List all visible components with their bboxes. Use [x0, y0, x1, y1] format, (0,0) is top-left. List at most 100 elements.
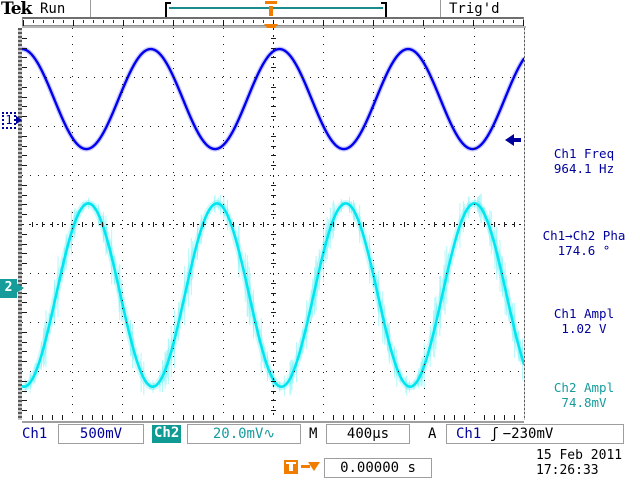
- trigger-position-readout: 0.00000 s: [284, 458, 434, 478]
- grid-minor-tick: [42, 415, 43, 420]
- grid-minor-tick: [271, 312, 276, 313]
- grid-minor-tick: [22, 302, 27, 303]
- grid-minor-tick: [22, 136, 27, 137]
- grid-minor-tick: [303, 222, 304, 227]
- waveform-graticule[interactable]: [22, 28, 524, 420]
- grid-minor-tick: [271, 195, 276, 196]
- ruler-tick: [123, 20, 124, 27]
- datetime-readout: 15 Feb 2011 17:26:33: [536, 448, 640, 478]
- ruler-tick: [473, 20, 474, 27]
- grid-minor-tick: [271, 381, 276, 382]
- grid-minor-tick: [183, 222, 184, 227]
- grid-minor-tick: [22, 67, 27, 68]
- measurement-value: 174.6 °: [557, 243, 611, 258]
- grid-minor-tick: [142, 415, 143, 420]
- grid-minor-tick: [454, 222, 455, 227]
- measurement-item-2[interactable]: Ch1→Ch2 Pha 174.6 °: [528, 228, 640, 258]
- grid-minor-tick: [484, 222, 485, 227]
- grid-minor-tick: [271, 165, 276, 166]
- ch2-ground-marker[interactable]: 2: [0, 279, 24, 298]
- measurement-item-3[interactable]: Ch1 Ampl 1.02 V: [528, 306, 640, 336]
- ruler-tick: [53, 20, 54, 23]
- acquisition-state[interactable]: Run: [40, 1, 66, 17]
- measurement-panel: Ch1 Freq 964.1 Hz Ch1→Ch2 Pha 174.6 ° Ch1 Am…: [528, 28, 640, 420]
- ch1-scale-value[interactable]: 500mV: [58, 424, 144, 444]
- ruler-tick: [143, 20, 144, 23]
- ruler-tick: [283, 20, 284, 23]
- grid-minor-tick: [404, 415, 405, 420]
- grid-minor-tick: [363, 415, 364, 420]
- grid-minor-tick: [193, 222, 194, 227]
- trigger-level-arrow-icon[interactable]: [505, 134, 514, 146]
- grid-minor-tick: [271, 87, 276, 88]
- ruler-tick: [133, 20, 134, 23]
- trigger-settings-box[interactable]: Ch1 ʃ −230mV: [446, 424, 624, 444]
- ruler-tick: [93, 20, 94, 23]
- grid-minor-tick: [434, 222, 435, 227]
- ruler-tick: [183, 20, 184, 23]
- grid-minor-tick: [271, 263, 276, 264]
- grid-minor-tick: [363, 222, 364, 227]
- grid-minor-tick: [514, 415, 515, 420]
- grid-minor-tick: [213, 415, 214, 420]
- ch1-marker-label: 1: [5, 113, 13, 127]
- trigger-level-value: −230mV: [502, 426, 554, 442]
- grid-minor-tick: [353, 222, 354, 227]
- grid-line-horizontal: [22, 126, 524, 127]
- grid-minor-tick: [271, 204, 276, 205]
- ch2-setting-label[interactable]: Ch2: [152, 425, 182, 443]
- grid-minor-tick: [22, 342, 27, 343]
- grid-minor-tick: [153, 222, 154, 227]
- ch2-scale-value[interactable]: 20.0mV∿: [187, 424, 301, 444]
- ruler-tick: [323, 20, 324, 27]
- grid-line-horizontal: [22, 175, 524, 176]
- ruler-tick: [353, 20, 354, 23]
- ch1-ground-marker[interactable]: 1: [2, 112, 22, 129]
- grid-minor-tick: [393, 415, 394, 420]
- ruler-tick: [73, 20, 74, 27]
- measurement-item-4[interactable]: Ch2 Ampl 74.8mV: [528, 380, 640, 410]
- ruler-tick: [413, 20, 414, 23]
- ruler-tick: [263, 20, 264, 23]
- grid-minor-tick: [22, 332, 27, 333]
- grid-minor-tick: [32, 222, 33, 227]
- grid-minor-tick: [271, 214, 276, 215]
- grid-minor-tick: [303, 415, 304, 420]
- ruler-tick: [333, 20, 334, 23]
- grid-minor-tick: [464, 222, 465, 227]
- grid-minor-tick: [92, 222, 93, 227]
- ruler-tick: [363, 20, 364, 23]
- trigger-state-label: Trig'd: [449, 1, 500, 17]
- ruler-tick: [203, 20, 204, 23]
- graticule-edge-left: [18, 28, 23, 420]
- trigger-position-value[interactable]: 0.00000 s: [324, 458, 432, 478]
- timebase-value[interactable]: 400µs: [326, 424, 410, 444]
- ruler-tick: [443, 20, 444, 23]
- ch1-setting-label[interactable]: Ch1: [22, 426, 48, 442]
- ruler-tick: [243, 20, 244, 23]
- grid-minor-tick: [22, 165, 27, 166]
- grid-minor-tick: [142, 222, 143, 227]
- grid-minor-tick: [233, 222, 234, 227]
- grid-minor-tick: [22, 48, 27, 49]
- grid-minor-tick: [333, 222, 334, 227]
- grid-minor-tick: [271, 332, 276, 333]
- grid-minor-tick: [271, 38, 276, 39]
- time-label: 17:26:33: [536, 463, 599, 478]
- grid-minor-tick: [333, 415, 334, 420]
- grid-minor-tick: [271, 342, 276, 343]
- grid-minor-tick: [82, 222, 83, 227]
- grid-minor-tick: [494, 415, 495, 420]
- grid-minor-tick: [253, 415, 254, 420]
- ch1-marker-pointer-icon: [15, 115, 22, 125]
- grid-minor-tick: [163, 222, 164, 227]
- grid-minor-tick: [112, 222, 113, 227]
- record-span-line: [169, 7, 383, 9]
- top-status-bar: Tek Run Trig'd: [0, 0, 640, 19]
- grid-minor-tick: [102, 222, 103, 227]
- grid-minor-tick: [22, 244, 27, 245]
- measurement-item-1[interactable]: Ch1 Freq 964.1 Hz: [528, 146, 640, 176]
- trigger-position-marker-top-icon[interactable]: [265, 0, 277, 17]
- measurement-value: 964.1 Hz: [553, 161, 615, 176]
- grid-minor-tick: [62, 222, 63, 227]
